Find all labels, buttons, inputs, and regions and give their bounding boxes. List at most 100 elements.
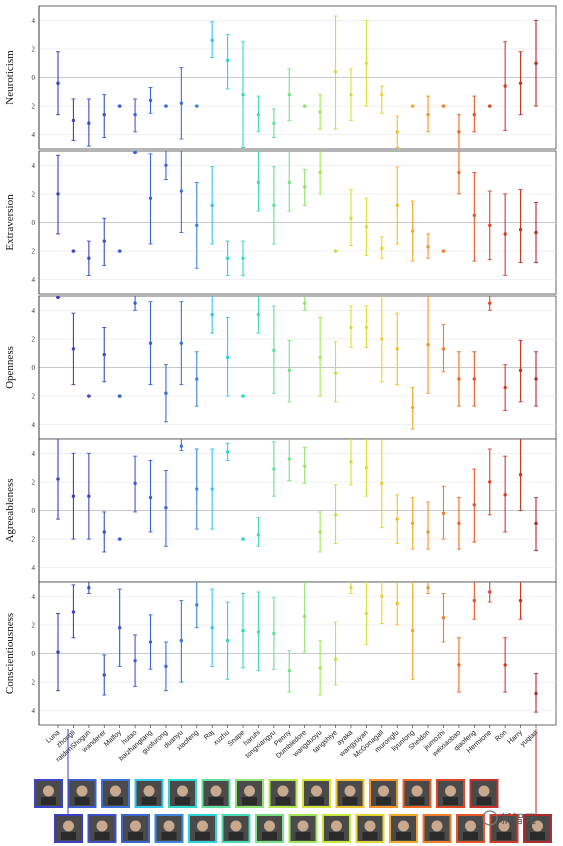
portrait-1-10 bbox=[335, 779, 365, 808]
errorbar-Malfoy bbox=[117, 104, 122, 108]
mean-point bbox=[472, 213, 477, 218]
errorbar-Harry bbox=[518, 439, 523, 511]
portrait-body bbox=[476, 797, 492, 805]
mean-point bbox=[195, 487, 199, 491]
mean-point bbox=[534, 61, 538, 65]
mean-point bbox=[426, 342, 430, 347]
mean-point bbox=[318, 530, 322, 534]
portrait-body bbox=[195, 832, 210, 840]
mean-point bbox=[488, 223, 492, 228]
mean-point bbox=[117, 394, 122, 398]
mean-point bbox=[117, 249, 122, 253]
mean-point bbox=[534, 521, 538, 526]
portrait-face bbox=[230, 820, 242, 832]
errorbar-McGonagall bbox=[379, 439, 384, 529]
mean-point bbox=[102, 673, 106, 677]
errorbar-Snape bbox=[241, 394, 246, 398]
mean-point bbox=[426, 586, 430, 590]
mean-point bbox=[102, 530, 106, 534]
errorbar-qiaofeng bbox=[472, 171, 477, 262]
mean-point bbox=[380, 594, 384, 598]
errorbar-xuzhu bbox=[225, 601, 230, 680]
portrait-face bbox=[445, 785, 456, 797]
errorbar-ayaka bbox=[348, 582, 353, 594]
mean-point bbox=[410, 628, 415, 633]
y-axis-label: Extraversion bbox=[4, 194, 16, 251]
errorbar-Snape bbox=[241, 41, 246, 149]
panel-conscientiousness: 4 2 0 2 4 Conscientiousness bbox=[4, 581, 557, 726]
portrait-face bbox=[96, 820, 108, 832]
portrait-1-11 bbox=[369, 779, 398, 808]
errorbar-tongxiangyu bbox=[271, 166, 276, 245]
y-axis-label: Agreeableness bbox=[4, 478, 16, 542]
errorbar-Hermione bbox=[487, 104, 492, 108]
portrait-face bbox=[76, 785, 88, 797]
mean-point bbox=[87, 121, 91, 125]
portrait-2-5 bbox=[188, 814, 217, 843]
errorbar-guofurong bbox=[163, 151, 168, 181]
errorbar-Malfoy bbox=[117, 249, 122, 253]
mean-point bbox=[210, 203, 214, 208]
errorbar-Raj bbox=[210, 588, 215, 667]
mean-point bbox=[410, 405, 415, 410]
mean-point bbox=[318, 666, 322, 670]
portrait-face bbox=[110, 785, 121, 797]
mean-point bbox=[518, 473, 523, 477]
errorbar-liyunlong bbox=[410, 497, 415, 550]
mean-point bbox=[71, 118, 76, 123]
mean-point bbox=[272, 203, 276, 208]
mean-point bbox=[133, 301, 137, 305]
errorbar-xiaofeng bbox=[194, 448, 199, 530]
errorbar-wangduoyu bbox=[318, 511, 323, 553]
portrait-body bbox=[329, 832, 344, 840]
portrait-1-7 bbox=[235, 779, 264, 808]
errorbar-hutao bbox=[133, 634, 138, 687]
mean-point bbox=[534, 377, 538, 381]
errorbar-Luna bbox=[56, 613, 60, 692]
y-tick-label: 2 bbox=[32, 679, 36, 687]
mean-point bbox=[71, 610, 76, 614]
errorbar-jiumozhi bbox=[441, 592, 446, 643]
mean-point bbox=[287, 457, 291, 461]
errorbar-wanderer bbox=[102, 654, 107, 696]
mean-point bbox=[179, 101, 184, 105]
y-tick-label: 4 bbox=[32, 307, 36, 315]
mean-point bbox=[71, 494, 76, 498]
errorbar-tongxiangyu bbox=[271, 597, 276, 670]
portrait-face bbox=[344, 785, 356, 797]
portrait-face bbox=[411, 785, 423, 797]
portrait-body bbox=[94, 832, 110, 840]
mean-point bbox=[87, 586, 91, 590]
y-tick-label: 4 bbox=[32, 421, 36, 429]
portrait-body bbox=[228, 832, 244, 840]
mean-point bbox=[503, 663, 507, 667]
errorbar-weixiaobao bbox=[456, 497, 461, 550]
errorbar-Hermione bbox=[487, 190, 492, 261]
mean-point bbox=[488, 590, 492, 594]
mean-point bbox=[318, 355, 322, 360]
mean-point bbox=[117, 537, 122, 541]
errorbar-tangshiye bbox=[333, 15, 338, 130]
mean-point bbox=[488, 480, 492, 484]
y-tick-label: 2 bbox=[32, 478, 36, 486]
errorbar-qiaofeng bbox=[472, 351, 477, 407]
errorbar-wangyuyan bbox=[364, 439, 369, 497]
errorbar-Penny bbox=[287, 650, 292, 693]
portrait-2-9 bbox=[322, 814, 351, 843]
portrait-1-12 bbox=[402, 779, 432, 808]
portrait-face bbox=[244, 785, 255, 797]
errorbar-weixiaobao bbox=[456, 151, 461, 195]
mean-point bbox=[210, 487, 214, 491]
mean-point bbox=[472, 598, 477, 603]
mean-point bbox=[380, 246, 384, 250]
errorbar-liyunlong bbox=[410, 200, 415, 262]
mean-point bbox=[303, 301, 307, 305]
mean-point bbox=[441, 249, 446, 253]
errorbar-yuqian bbox=[534, 19, 538, 107]
y-tick-label: 2 bbox=[32, 248, 36, 256]
errorbar-Raj bbox=[210, 448, 215, 530]
x-tick-label: Malfoy bbox=[103, 729, 123, 748]
mean-point bbox=[56, 192, 60, 196]
panel-neuroticism: 4 2 0 2 4 Neuroticism bbox=[4, 5, 557, 150]
mean-point bbox=[534, 691, 538, 696]
